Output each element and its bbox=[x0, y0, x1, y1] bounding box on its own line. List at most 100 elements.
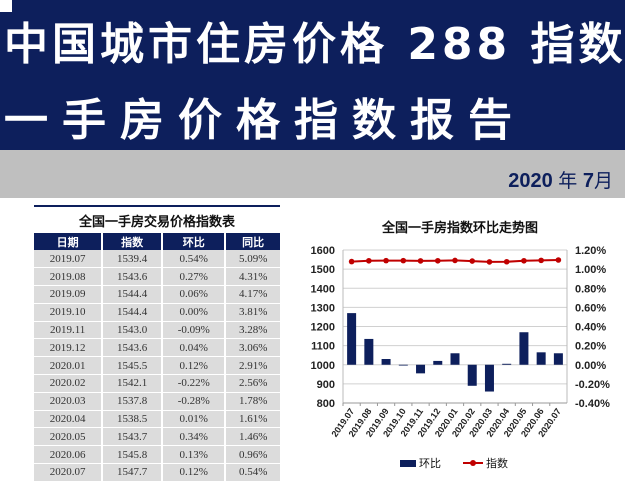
table-cell: 0.12% bbox=[162, 463, 227, 482]
report-title-line1: 中国城市住房价格 288 指数 bbox=[4, 19, 625, 70]
table-cell: 0.01% bbox=[162, 410, 227, 429]
price-index-table: 日期 指数 环比 同比 2019.07 1539.4 0.54% 5.09% 2019.08 1… bbox=[34, 233, 280, 482]
table-cell: 1543.7 bbox=[102, 427, 164, 447]
table-cell: 4.31% bbox=[225, 267, 280, 287]
bar bbox=[364, 338, 374, 365]
chart-legend: 环比 指数 bbox=[400, 455, 508, 471]
bar bbox=[398, 364, 408, 366]
y-left-tick: 900 bbox=[317, 379, 335, 391]
table-cell: 4.17% bbox=[225, 285, 280, 304]
table-cell: 2020.05 bbox=[34, 427, 104, 447]
table-cell: -0.28% bbox=[162, 392, 227, 411]
index-marker bbox=[521, 257, 527, 264]
bar bbox=[467, 364, 477, 386]
chart-title: 全国一手房指数环比走势图 bbox=[381, 221, 538, 236]
index-marker bbox=[452, 257, 458, 264]
bar bbox=[433, 360, 443, 365]
table-cell: 0.06% bbox=[162, 285, 227, 304]
bar bbox=[519, 332, 529, 365]
table-cell: 2019.08 bbox=[34, 267, 104, 287]
table-cell: 1547.7 bbox=[102, 463, 164, 482]
y-right-tick: 0.80% bbox=[575, 283, 606, 295]
price-index-table-panel: 全国一手房交易价格指数表 日期 指数 环比 同比 2019.07 1539.4 0.54%… bbox=[34, 205, 280, 482]
bar bbox=[381, 359, 391, 365]
y-right-tick: 0.20% bbox=[575, 341, 606, 353]
report-date: 2020 年 7月 bbox=[508, 166, 613, 193]
table-cell: 3.06% bbox=[225, 338, 280, 358]
y-left-tick: 1400 bbox=[311, 283, 335, 295]
table-row: 2019.09 1544.4 0.06% 4.17% bbox=[34, 285, 280, 304]
table-cell: 1544.4 bbox=[102, 285, 164, 304]
table-cell: 2.91% bbox=[225, 356, 280, 376]
table-cell: 1538.5 bbox=[102, 410, 164, 429]
y-right-tick: 0.60% bbox=[575, 302, 606, 314]
index-marker bbox=[348, 258, 355, 265]
table-cell: 1543.6 bbox=[102, 267, 164, 287]
date-year-char: 年 bbox=[558, 170, 578, 192]
table-cell: 0.54% bbox=[162, 250, 227, 269]
bar bbox=[484, 364, 494, 392]
y-right-tick: -0.40% bbox=[575, 398, 610, 410]
table-cell: 2020.04 bbox=[34, 410, 104, 429]
bar bbox=[502, 363, 512, 365]
table-cell: -0.09% bbox=[162, 321, 227, 340]
legend-item-index: 指数 bbox=[463, 455, 508, 471]
table-row: 2019.12 1543.6 0.04% 3.06% bbox=[34, 338, 280, 358]
y-left-tick: 1600 bbox=[311, 245, 335, 257]
y-right-tick: 0.40% bbox=[575, 322, 606, 334]
index-trend-chart: 1600 1.20% 1500 1.00% 1400 0.80% 1300 0.60% 1200… bbox=[311, 245, 611, 439]
bar bbox=[450, 353, 460, 365]
table-cell: 2019.09 bbox=[34, 285, 104, 304]
table-cell: 0.00% bbox=[162, 303, 227, 322]
table-row: 2020.06 1545.8 0.13% 0.96% bbox=[34, 445, 280, 465]
table-cell: 2.56% bbox=[225, 374, 280, 393]
column-header: 环比 bbox=[162, 233, 227, 250]
table-cell: 2020.02 bbox=[34, 374, 104, 393]
table-row: 2020.03 1537.8 -0.28% 1.78% bbox=[34, 392, 280, 411]
table-row: 2020.02 1542.1 -0.22% 2.56% bbox=[34, 374, 280, 393]
y-left-tick: 1000 bbox=[311, 360, 335, 372]
index-marker bbox=[538, 257, 544, 264]
table-row: 2019.10 1544.4 0.00% 3.81% bbox=[34, 303, 280, 322]
table-cell: 2019.10 bbox=[34, 303, 104, 322]
legend-label: 环比 bbox=[419, 457, 441, 470]
table-cell: 0.12% bbox=[162, 356, 227, 376]
table-cell: 2020.06 bbox=[34, 445, 104, 465]
table-cell: 0.04% bbox=[162, 338, 227, 358]
column-header: 指数 bbox=[102, 233, 164, 250]
table-cell: 1.78% bbox=[225, 392, 280, 411]
table-cell: 3.28% bbox=[225, 321, 280, 340]
legend-label: 指数 bbox=[486, 457, 508, 470]
bar bbox=[347, 313, 357, 365]
y-left-tick: 1500 bbox=[311, 264, 335, 276]
table-cell: 0.96% bbox=[225, 445, 280, 465]
table-cell: -0.22% bbox=[162, 374, 227, 393]
table-cell: 1545.5 bbox=[102, 356, 164, 376]
table-cell: 0.27% bbox=[162, 267, 227, 287]
corner-mark bbox=[0, 0, 12, 12]
index-marker bbox=[486, 259, 493, 265]
table-row: 2019.07 1539.4 0.54% 5.09% bbox=[34, 250, 280, 269]
table-cell: 2019.12 bbox=[34, 338, 104, 358]
table-row: 2020.07 1547.7 0.12% 0.54% bbox=[34, 463, 280, 482]
table-cell: 2019.11 bbox=[34, 321, 104, 340]
date-month-char: 月 bbox=[593, 170, 613, 192]
table-cell: 3.81% bbox=[225, 303, 280, 322]
index-marker bbox=[434, 257, 441, 264]
table-cell: 0.34% bbox=[162, 427, 227, 447]
table-cell: 1542.1 bbox=[102, 374, 164, 393]
table-cell: 1545.8 bbox=[102, 445, 164, 465]
table-row: 2020.04 1538.5 0.01% 1.61% bbox=[34, 410, 280, 429]
index-marker bbox=[383, 257, 389, 264]
divider bbox=[34, 205, 280, 207]
index-marker bbox=[469, 258, 476, 264]
table-cell: 2020.03 bbox=[34, 392, 104, 411]
column-header: 同比 bbox=[225, 233, 280, 250]
y-left-tick: 800 bbox=[317, 398, 335, 410]
table-row: 2019.11 1543.0 -0.09% 3.28% bbox=[34, 321, 280, 340]
date-year: 2020 bbox=[508, 170, 553, 192]
table-cell: 1537.8 bbox=[102, 392, 164, 411]
legend-item-mom: 环比 bbox=[400, 455, 441, 471]
table-cell: 0.13% bbox=[162, 445, 227, 465]
bar bbox=[416, 364, 426, 374]
